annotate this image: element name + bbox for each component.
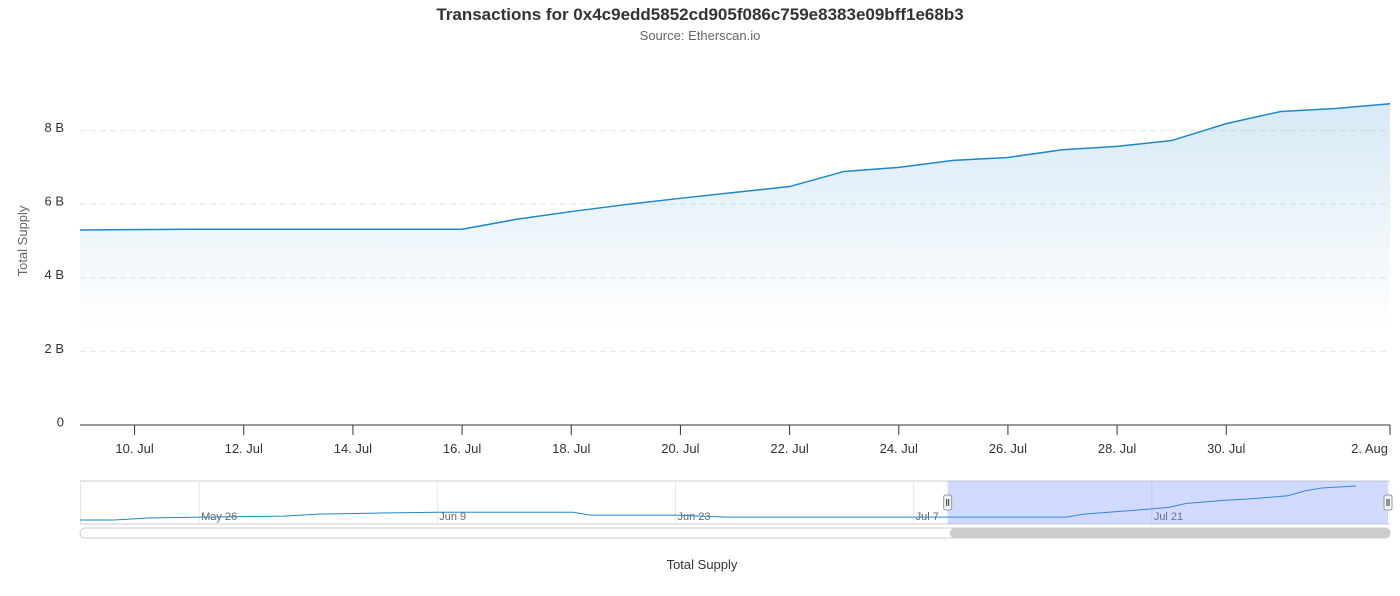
x-tick-label: 28. Jul [1098,441,1136,456]
navigator-selection [947,481,1388,524]
chart-title: Transactions for 0x4c9edd5852cd905f086c7… [436,5,963,24]
navigator-frame [80,480,1390,525]
navigator-line [80,485,1356,521]
x-tick-label: 18. Jul [552,441,590,456]
x-tick-label: 12. Jul [225,441,263,456]
y-tick-label: 4 B [44,267,64,282]
y-tick-label: 6 B [44,194,64,209]
y-axis-title: Total Supply [15,205,30,276]
legend-item: Total Supply [667,557,738,572]
navigator-tick-label: Au [1392,511,1400,523]
x-tick-label: 14. Jul [334,441,372,456]
y-tick-label: 8 B [44,120,64,135]
x-tick-label: 26. Jul [989,441,1027,456]
area [80,103,1390,426]
y-tick-label: 0 [57,414,64,429]
x-tick-label: 20. Jul [661,441,699,456]
navigator-handle [943,494,953,511]
y-tick-label: 2 B [44,341,64,356]
navigator-tick-label: Jun 9 [439,511,466,523]
x-tick-label: 10. Jul [115,441,153,456]
x-tick-label: 30. Jul [1207,441,1245,456]
chart-subtitle: Source: Etherscan.io [640,28,761,43]
scrollbar-thumb [949,528,1390,538]
x-tick-label: 22. Jul [770,441,808,456]
x-tick-label: 16. Jul [443,441,481,456]
navigator-handle [1383,494,1393,511]
x-tick-label: 2. Aug [1351,441,1388,456]
navigator-tick-label: Jun 23 [677,511,710,523]
navigator-tick-label: Jul 21 [1154,511,1183,523]
x-tick-label: 24. Jul [880,441,918,456]
line [79,102,1391,231]
